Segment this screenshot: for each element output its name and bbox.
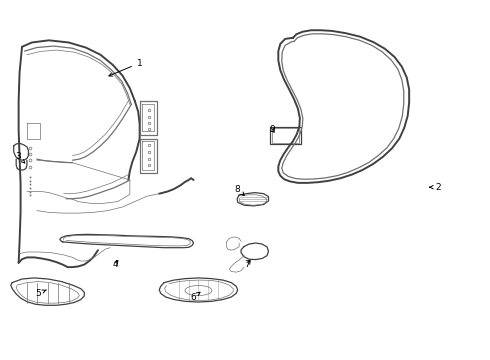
Text: 4: 4 — [112, 260, 118, 269]
Text: 1: 1 — [109, 58, 143, 76]
Text: 5: 5 — [35, 289, 47, 298]
Bar — [270, 127, 301, 144]
Text: 9: 9 — [269, 125, 275, 134]
Text: 8: 8 — [235, 184, 244, 195]
Text: 3: 3 — [16, 152, 25, 163]
Text: 2: 2 — [430, 183, 441, 192]
Text: 6: 6 — [191, 292, 200, 302]
Bar — [272, 128, 299, 143]
Text: 7: 7 — [245, 260, 250, 269]
